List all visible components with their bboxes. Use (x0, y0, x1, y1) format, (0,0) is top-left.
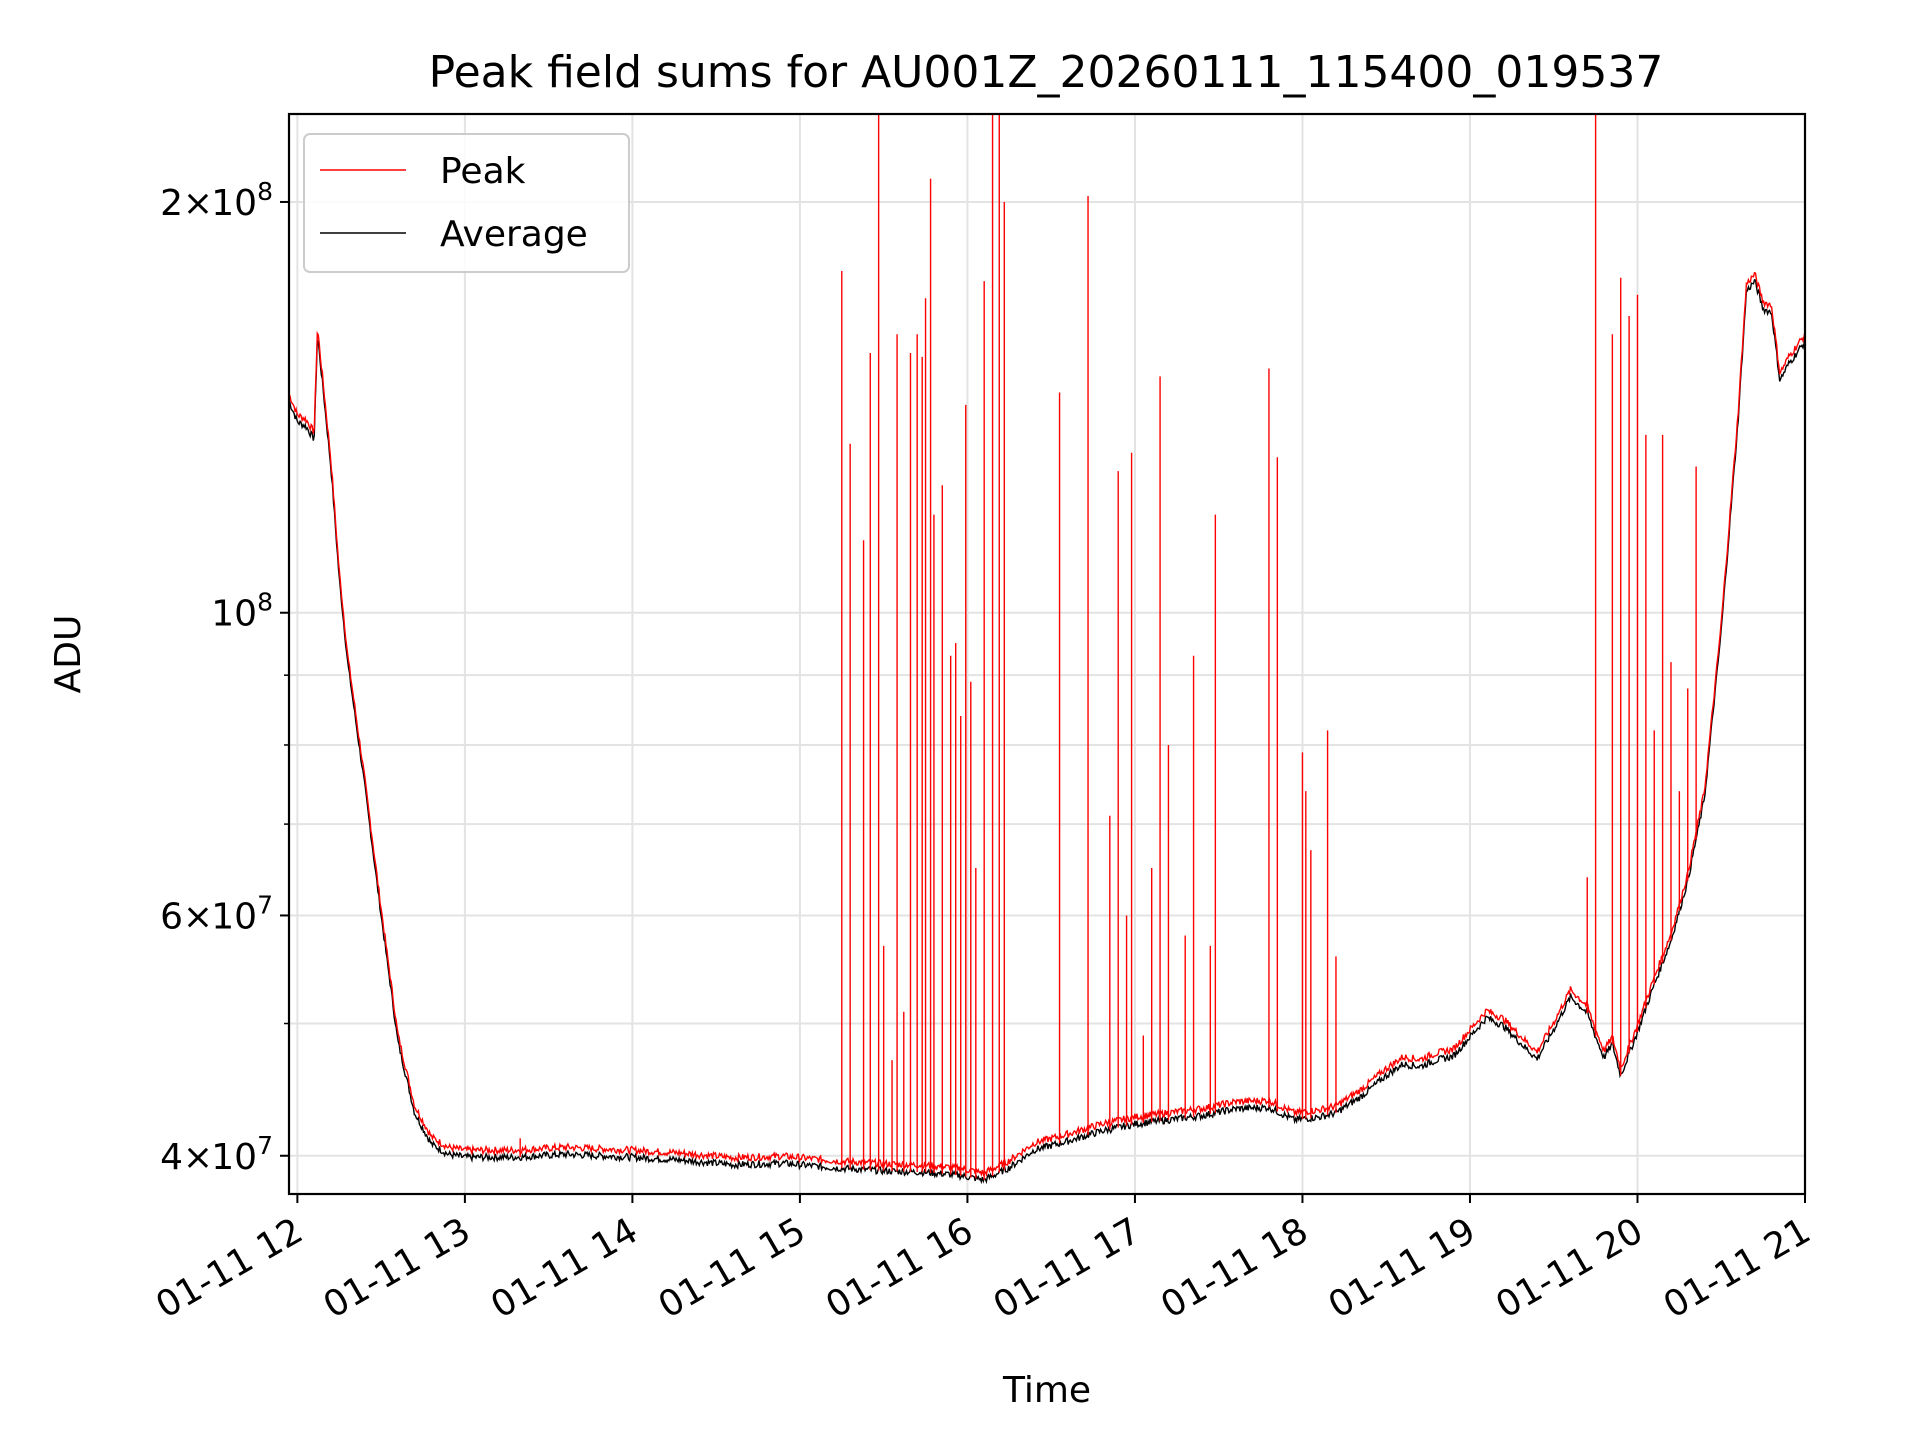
x-tick-label: 01-11 12 (149, 1210, 310, 1326)
legend-box (303, 133, 630, 273)
chart-title: Peak field sums for AU001Z_20260111_1154… (429, 47, 1664, 98)
x-tick-label: 01-11 20 (1489, 1210, 1650, 1326)
y-tick-label-times: × (183, 183, 213, 224)
y-tick-label-exponent: 7 (257, 890, 273, 919)
y-tick-label-base: 10 (211, 1137, 257, 1178)
y-tick-label: 810 (211, 588, 273, 635)
y-tick-label-exponent: 8 (257, 588, 273, 617)
y-tick-label-base: 10 (211, 183, 257, 224)
x-tick-label: 01-11 21 (1657, 1210, 1818, 1326)
y-tick-label-exponent: 7 (257, 1131, 273, 1160)
y-tick-label: 710×4 (160, 1131, 273, 1178)
x-tick-label: 01-11 16 (819, 1210, 980, 1326)
x-axis-label: Time (1002, 1370, 1091, 1411)
y-tick-label-mantissa: 2 (160, 183, 183, 224)
legend-peak-label: Peak (440, 151, 526, 192)
y-tick-label-exponent: 8 (257, 177, 273, 206)
x-tick-label: 01-11 17 (987, 1210, 1148, 1326)
x-tick-label: 01-11 13 (317, 1210, 478, 1326)
average-series-layer (288, 278, 1806, 1185)
peak-series-layer (288, 114, 1806, 1180)
average-series-line (288, 278, 1806, 1185)
plot-area-frame (287, 112, 1807, 1196)
x-tick-label: 01-11 15 (652, 1210, 813, 1326)
x-tick-label: 01-11 19 (1322, 1210, 1483, 1326)
y-tick-label-base: 10 (211, 594, 257, 635)
x-axis: 01-11 12 01-11 13 01-11 14 01-11 15 01-11 16… (149, 1194, 1818, 1327)
legend: Peak Average (303, 133, 630, 273)
y-axis-label: ADU (48, 615, 89, 694)
x-tick-label: 01-11 18 (1154, 1210, 1315, 1326)
legend-average-label: Average (440, 214, 588, 255)
y-tick-label-mantissa: 6 (160, 896, 183, 937)
y-tick-label-base: 10 (211, 896, 257, 937)
y-tick-label: 810×2 (160, 177, 273, 224)
y-tick-label-times: × (183, 1137, 213, 1178)
x-tick-label: 01-11 14 (484, 1210, 645, 1326)
grid (289, 114, 1806, 1194)
peak-series-line (288, 271, 1806, 1178)
y-tick-label-times: × (183, 896, 213, 937)
y-tick-label-mantissa: 4 (160, 1137, 183, 1178)
y-tick-label: 710×6 (160, 890, 273, 937)
